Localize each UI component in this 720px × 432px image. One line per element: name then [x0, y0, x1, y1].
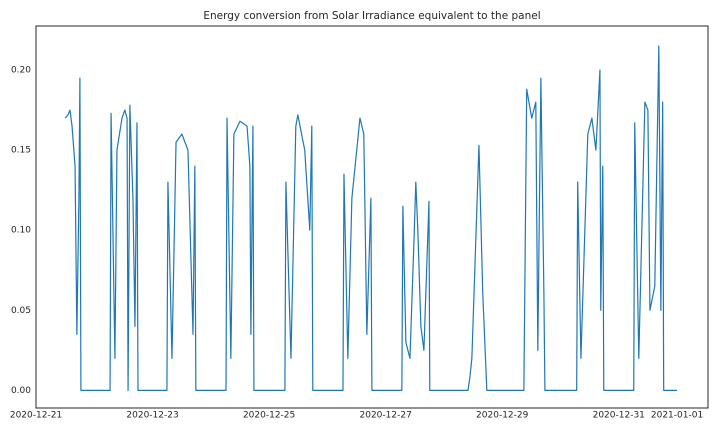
x-tick-label: 2020-12-29 — [476, 411, 529, 421]
series-line — [64, 45, 678, 391]
y-tick-label: 0.10 — [11, 226, 31, 236]
x-tick-label: 2020-12-21 — [10, 411, 62, 421]
x-tick-label: 2020-12-27 — [360, 411, 412, 421]
plot-frame — [35, 25, 709, 409]
x-tick-label: 2020-12-23 — [126, 411, 178, 421]
x-tick-label: 2020-12-25 — [243, 411, 295, 421]
y-tick-label: 0.05 — [11, 306, 31, 316]
y-tick-label: 0.15 — [11, 146, 31, 156]
x-tick-label: 2020-12-31 — [593, 411, 645, 421]
chart-title: Energy conversion from Solar Irradiance … — [203, 10, 540, 22]
x-tick-label: 2021-01-01 — [651, 411, 703, 421]
y-tick-label: 0.20 — [11, 66, 31, 76]
y-tick-label: 0.00 — [11, 386, 31, 396]
